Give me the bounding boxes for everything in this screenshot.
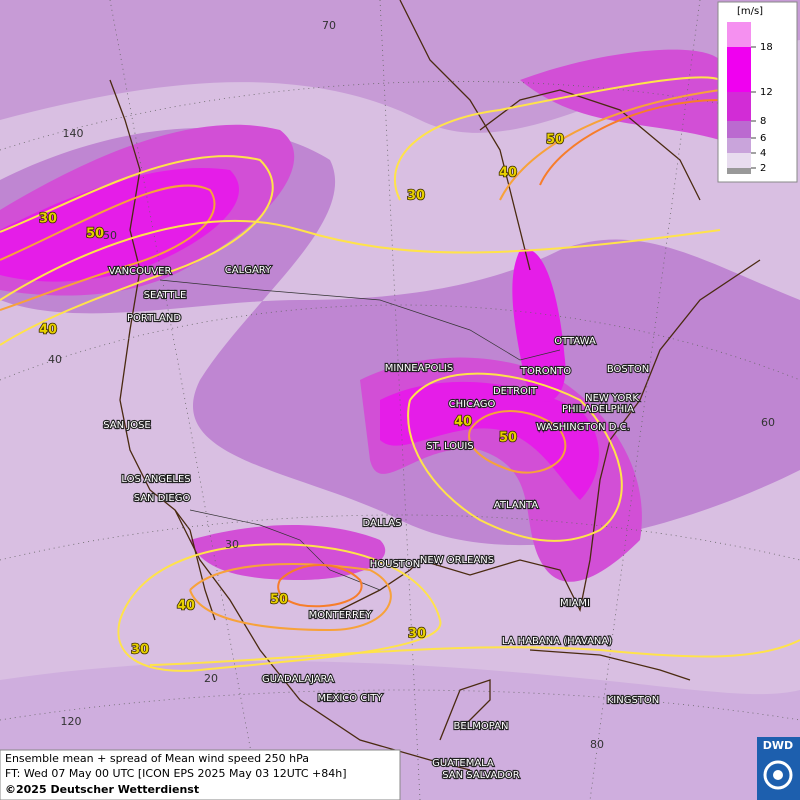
city-label: MEXICO CITY xyxy=(318,693,384,704)
grid-label: 20 xyxy=(204,672,218,685)
legend-tick-label: 4 xyxy=(760,148,766,159)
contour-label: 50 xyxy=(270,593,288,608)
swatch xyxy=(727,92,751,121)
legend-title: [m/s] xyxy=(737,6,763,17)
grid-label: 30 xyxy=(225,538,239,551)
city-label: BELMOPAN xyxy=(454,721,509,732)
city-label: TORONTO xyxy=(520,366,571,377)
legend-tick-label: 8 xyxy=(760,116,766,127)
footer-box xyxy=(0,749,401,800)
city-label: DALLAS xyxy=(363,518,402,529)
city-label: SEATTLE xyxy=(144,290,187,301)
footer: Ensemble mean + spread of Mean wind spee… xyxy=(0,749,401,800)
coastlines xyxy=(109,0,761,771)
contour-label: 40 xyxy=(499,166,517,181)
grid-label: 120 xyxy=(61,715,82,728)
city-label: BOSTON xyxy=(607,364,649,375)
logo-icon xyxy=(773,770,783,780)
city-label: SAN DIEGO xyxy=(134,493,191,504)
city-label: WASHINGTON D.C. xyxy=(536,422,630,433)
logo-text: DWD xyxy=(763,739,793,752)
contour-label: 50 xyxy=(86,227,104,242)
swatch xyxy=(727,22,751,47)
contour-label: 50 xyxy=(499,431,517,446)
grid-label: 40 xyxy=(48,353,62,366)
city-label: ST. LOUIS xyxy=(426,441,473,452)
legend-tick-label: 6 xyxy=(760,133,766,144)
swatch xyxy=(727,168,751,174)
city-label: CALGARY xyxy=(225,265,272,276)
city-label: NEW YORK xyxy=(585,393,639,404)
grid-label: 80 xyxy=(590,738,604,751)
city-label: MINNEAPOLIS xyxy=(385,363,453,374)
labels: 70 140 50 40 60 30 20 120 80 30 50 40 30 40 50 40 50 40 50… xyxy=(38,19,775,782)
city-label: MIAMI xyxy=(560,598,590,609)
legend-tick-label: 18 xyxy=(760,42,773,53)
borders xyxy=(159,279,561,591)
contour-label: 30 xyxy=(408,627,426,642)
contours xyxy=(0,76,800,672)
swatch xyxy=(727,47,751,92)
swatch xyxy=(727,153,751,168)
logo-icon xyxy=(763,760,793,790)
city-label: ATLANTA xyxy=(494,500,539,511)
city-label: PORTLAND xyxy=(127,313,181,324)
contour-label: 50 xyxy=(546,133,564,148)
contour-label: 40 xyxy=(177,599,195,614)
city-label: HOUSTON xyxy=(370,559,421,570)
city-label: OTTAWA xyxy=(554,336,596,347)
grid-label: 60 xyxy=(761,416,775,429)
contour-label: 30 xyxy=(39,212,57,227)
footer-line: FT: Wed 07 May 00 UTC [ICON EPS 2025 May… xyxy=(5,767,347,780)
logo[interactable]: DWD xyxy=(757,737,800,800)
city-label: MONTERREY xyxy=(309,610,373,621)
city-label: GUADALAJARA xyxy=(262,674,334,685)
city-label: PHILADELPHIA xyxy=(562,404,634,415)
grid-label: 50 xyxy=(103,229,117,242)
city-label: GUATEMALA xyxy=(432,758,494,769)
legend-tick-label: 2 xyxy=(760,163,766,174)
contour-label: 40 xyxy=(39,323,57,338)
legend: [m/s] 18 12 8 6 4 2 xyxy=(717,1,798,183)
swatch xyxy=(727,121,751,138)
city-label: VANCOUVER xyxy=(109,266,172,277)
city-label: CHICAGO xyxy=(449,399,496,410)
legend-tick-label: 12 xyxy=(760,87,773,98)
footer-line: ©2025 Deutscher Wetterdienst xyxy=(5,783,199,796)
grid-label: 70 xyxy=(322,19,336,32)
footer-line: Ensemble mean + spread of Mean wind spee… xyxy=(5,752,309,765)
city-label: LOS ANGELES xyxy=(121,474,190,485)
grid-label: 140 xyxy=(63,127,84,140)
city-label: SAN SALVADOR xyxy=(442,770,519,781)
legend-ticks: 18 12 8 6 4 2 xyxy=(751,42,773,174)
city-label: SAN JOSE xyxy=(103,420,151,431)
swatch xyxy=(727,138,751,153)
contour-label: 30 xyxy=(407,189,425,204)
city-label: LA HABANA (HAVANA) xyxy=(502,636,612,647)
contour-label: 30 xyxy=(131,643,149,658)
city-label: KINGSTON xyxy=(607,695,660,706)
contour-label: 40 xyxy=(454,415,472,430)
logo-box xyxy=(757,737,800,800)
city-label: NEW ORLEANS xyxy=(420,555,494,566)
city-label: DETROIT xyxy=(493,386,538,397)
